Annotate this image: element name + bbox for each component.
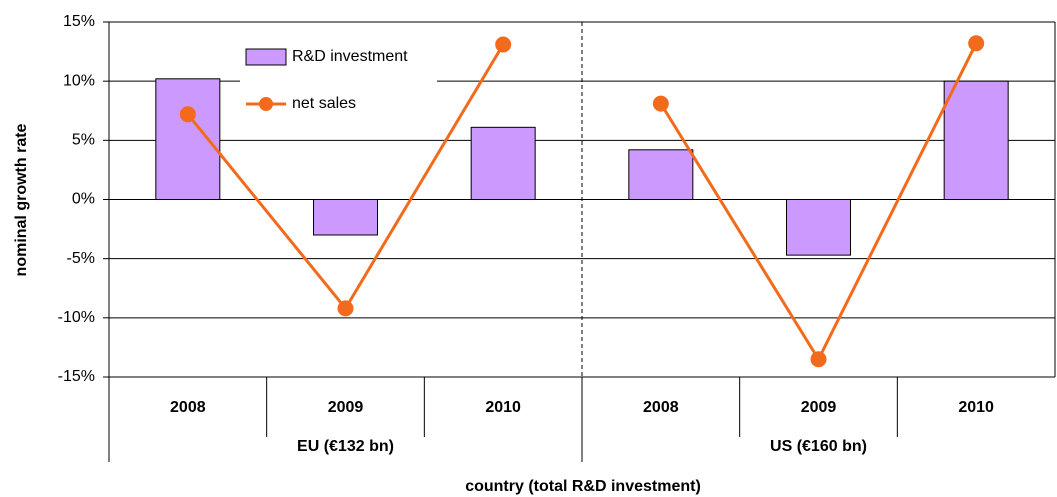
line-point (968, 35, 985, 52)
line-point (337, 300, 354, 317)
x-tick-label: 2009 (801, 399, 837, 416)
bar (470, 126, 536, 200)
bar (313, 199, 378, 236)
y-tick-label: -15% (58, 368, 95, 385)
line-point (652, 95, 669, 112)
group-label: EU (€132 bn) (297, 438, 394, 455)
bar (786, 199, 851, 256)
line-point (810, 351, 827, 368)
line-point (179, 106, 196, 123)
x-tick-label: 2008 (643, 399, 679, 416)
bar (943, 80, 1009, 200)
x-tick-label: 2009 (328, 399, 364, 416)
y-tick-label: 15% (63, 13, 95, 30)
x-axis-label: country (total R&D investment) (465, 478, 701, 495)
y-tick-label: 0% (72, 191, 95, 208)
legend-label: net sales (292, 95, 356, 112)
legend-marker (259, 97, 273, 111)
y-tick-label: 10% (63, 72, 95, 89)
y-tick-label: -10% (58, 309, 95, 326)
legend-swatch (245, 48, 287, 66)
group-label: US (€160 bn) (770, 438, 867, 455)
y-tick-label: -5% (67, 250, 95, 267)
y-tick-label: 5% (72, 132, 95, 149)
x-tick-label: 2010 (485, 399, 521, 416)
y-axis-label: nominal growth rate (13, 123, 30, 276)
x-tick-label: 2008 (170, 399, 206, 416)
x-tick-label: 2010 (958, 399, 994, 416)
legend-label: R&D investment (292, 48, 408, 65)
bar (155, 78, 221, 200)
line-point (495, 36, 512, 53)
bar (628, 149, 694, 201)
